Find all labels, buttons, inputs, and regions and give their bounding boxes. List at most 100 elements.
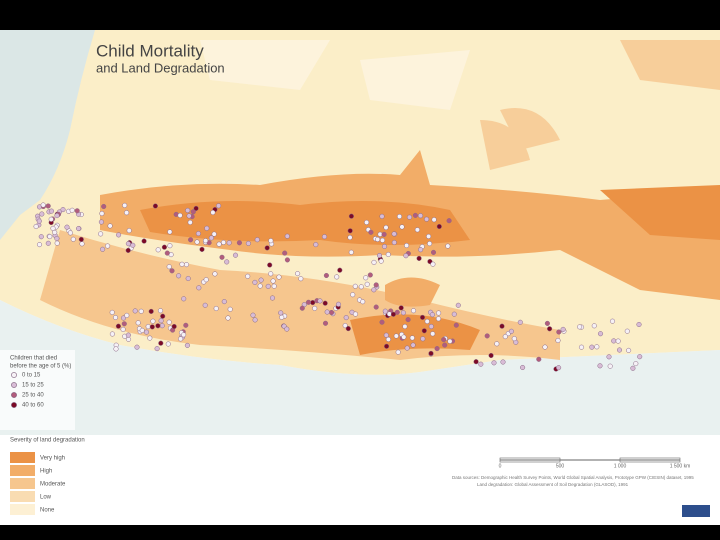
survey-point <box>279 314 285 320</box>
survey-point <box>199 246 205 252</box>
survey-point <box>54 235 60 242</box>
survey-point <box>268 238 274 244</box>
survey-point <box>216 241 222 247</box>
survey-point <box>591 323 597 329</box>
survey-point <box>342 323 348 329</box>
scale-label: 1 000 <box>614 463 627 469</box>
survey-point <box>141 238 147 244</box>
survey-point <box>393 333 399 339</box>
survey-point <box>208 235 214 241</box>
survey-point <box>185 275 191 282</box>
survey-point <box>232 252 239 258</box>
survey-point <box>455 302 461 308</box>
survey-point <box>135 320 141 326</box>
survey-point <box>184 342 190 348</box>
survey-point <box>373 282 379 288</box>
survey-point <box>282 250 288 256</box>
survey-point <box>78 236 84 242</box>
survey-point <box>615 338 621 344</box>
survey-point <box>364 219 370 225</box>
survey-point <box>154 346 160 352</box>
survey-point <box>499 323 505 329</box>
survey-point <box>383 224 389 231</box>
survey-point <box>606 354 612 360</box>
map-subtitle: and Land Degradation <box>96 60 225 75</box>
survey-point <box>491 360 497 366</box>
survey-point <box>578 344 585 350</box>
survey-point <box>125 241 131 247</box>
survey-point <box>542 344 548 350</box>
legend-label: None <box>40 508 55 514</box>
survey-point <box>130 242 136 248</box>
survey-point <box>38 234 44 240</box>
survey-point <box>125 247 131 253</box>
survey-point <box>508 328 514 334</box>
legend-swatch <box>10 478 35 489</box>
legend-dot <box>11 392 17 398</box>
survey-point <box>196 285 202 291</box>
survey-point <box>270 278 276 284</box>
legend-title: Severity of land degradation <box>10 438 85 444</box>
survey-point <box>284 326 290 332</box>
survey-point <box>202 302 208 308</box>
survey-point <box>517 319 523 325</box>
survey-point <box>547 326 553 332</box>
legend-label: Low <box>40 495 52 501</box>
survey-point <box>637 354 643 360</box>
survey-point <box>167 229 173 235</box>
high-zone <box>385 277 440 307</box>
survey-point <box>36 218 42 224</box>
survey-point <box>379 237 386 243</box>
survey-point <box>39 211 45 217</box>
survey-point <box>376 252 383 259</box>
survey-point <box>453 322 459 328</box>
survey-point <box>446 218 452 224</box>
survey-point <box>36 242 43 248</box>
survey-point <box>400 310 406 316</box>
survey-point <box>121 321 127 327</box>
survey-point <box>560 326 566 332</box>
survey-point <box>76 225 82 232</box>
survey-point <box>577 324 583 330</box>
survey-point <box>473 359 479 365</box>
survey-point <box>299 305 305 311</box>
survey-point <box>124 210 130 216</box>
survey-point <box>278 310 284 316</box>
survey-point <box>414 227 420 233</box>
survey-point <box>484 333 490 339</box>
survey-point <box>371 259 377 265</box>
legend-label: 40 to 60 <box>22 403 44 409</box>
survey-point <box>447 338 453 344</box>
survey-point <box>204 225 210 231</box>
survey-point <box>305 299 312 305</box>
survey-point <box>254 237 260 243</box>
survey-point <box>143 329 150 335</box>
very-high-zone <box>140 201 470 245</box>
survey-point <box>125 332 131 338</box>
survey-point <box>45 203 51 209</box>
survey-point <box>373 304 379 310</box>
survey-point <box>350 292 356 298</box>
legend-dot <box>11 372 17 378</box>
survey-point <box>48 216 54 222</box>
survey-point <box>166 319 172 325</box>
survey-point <box>220 239 227 245</box>
survey-point <box>368 229 374 235</box>
survey-point <box>100 246 106 252</box>
logo <box>682 505 710 517</box>
survey-point <box>109 309 115 315</box>
survey-point <box>317 298 323 304</box>
survey-point <box>33 223 39 230</box>
survey-point <box>436 223 442 230</box>
survey-point <box>352 311 359 317</box>
survey-point <box>298 276 304 282</box>
survey-point <box>221 299 227 305</box>
legend-swatch <box>10 465 35 476</box>
survey-point <box>113 346 119 352</box>
survey-point <box>352 283 358 289</box>
survey-point <box>321 234 328 240</box>
survey-point <box>183 262 190 268</box>
survey-point <box>424 216 430 222</box>
survey-point <box>416 255 422 261</box>
survey-point <box>451 311 457 317</box>
